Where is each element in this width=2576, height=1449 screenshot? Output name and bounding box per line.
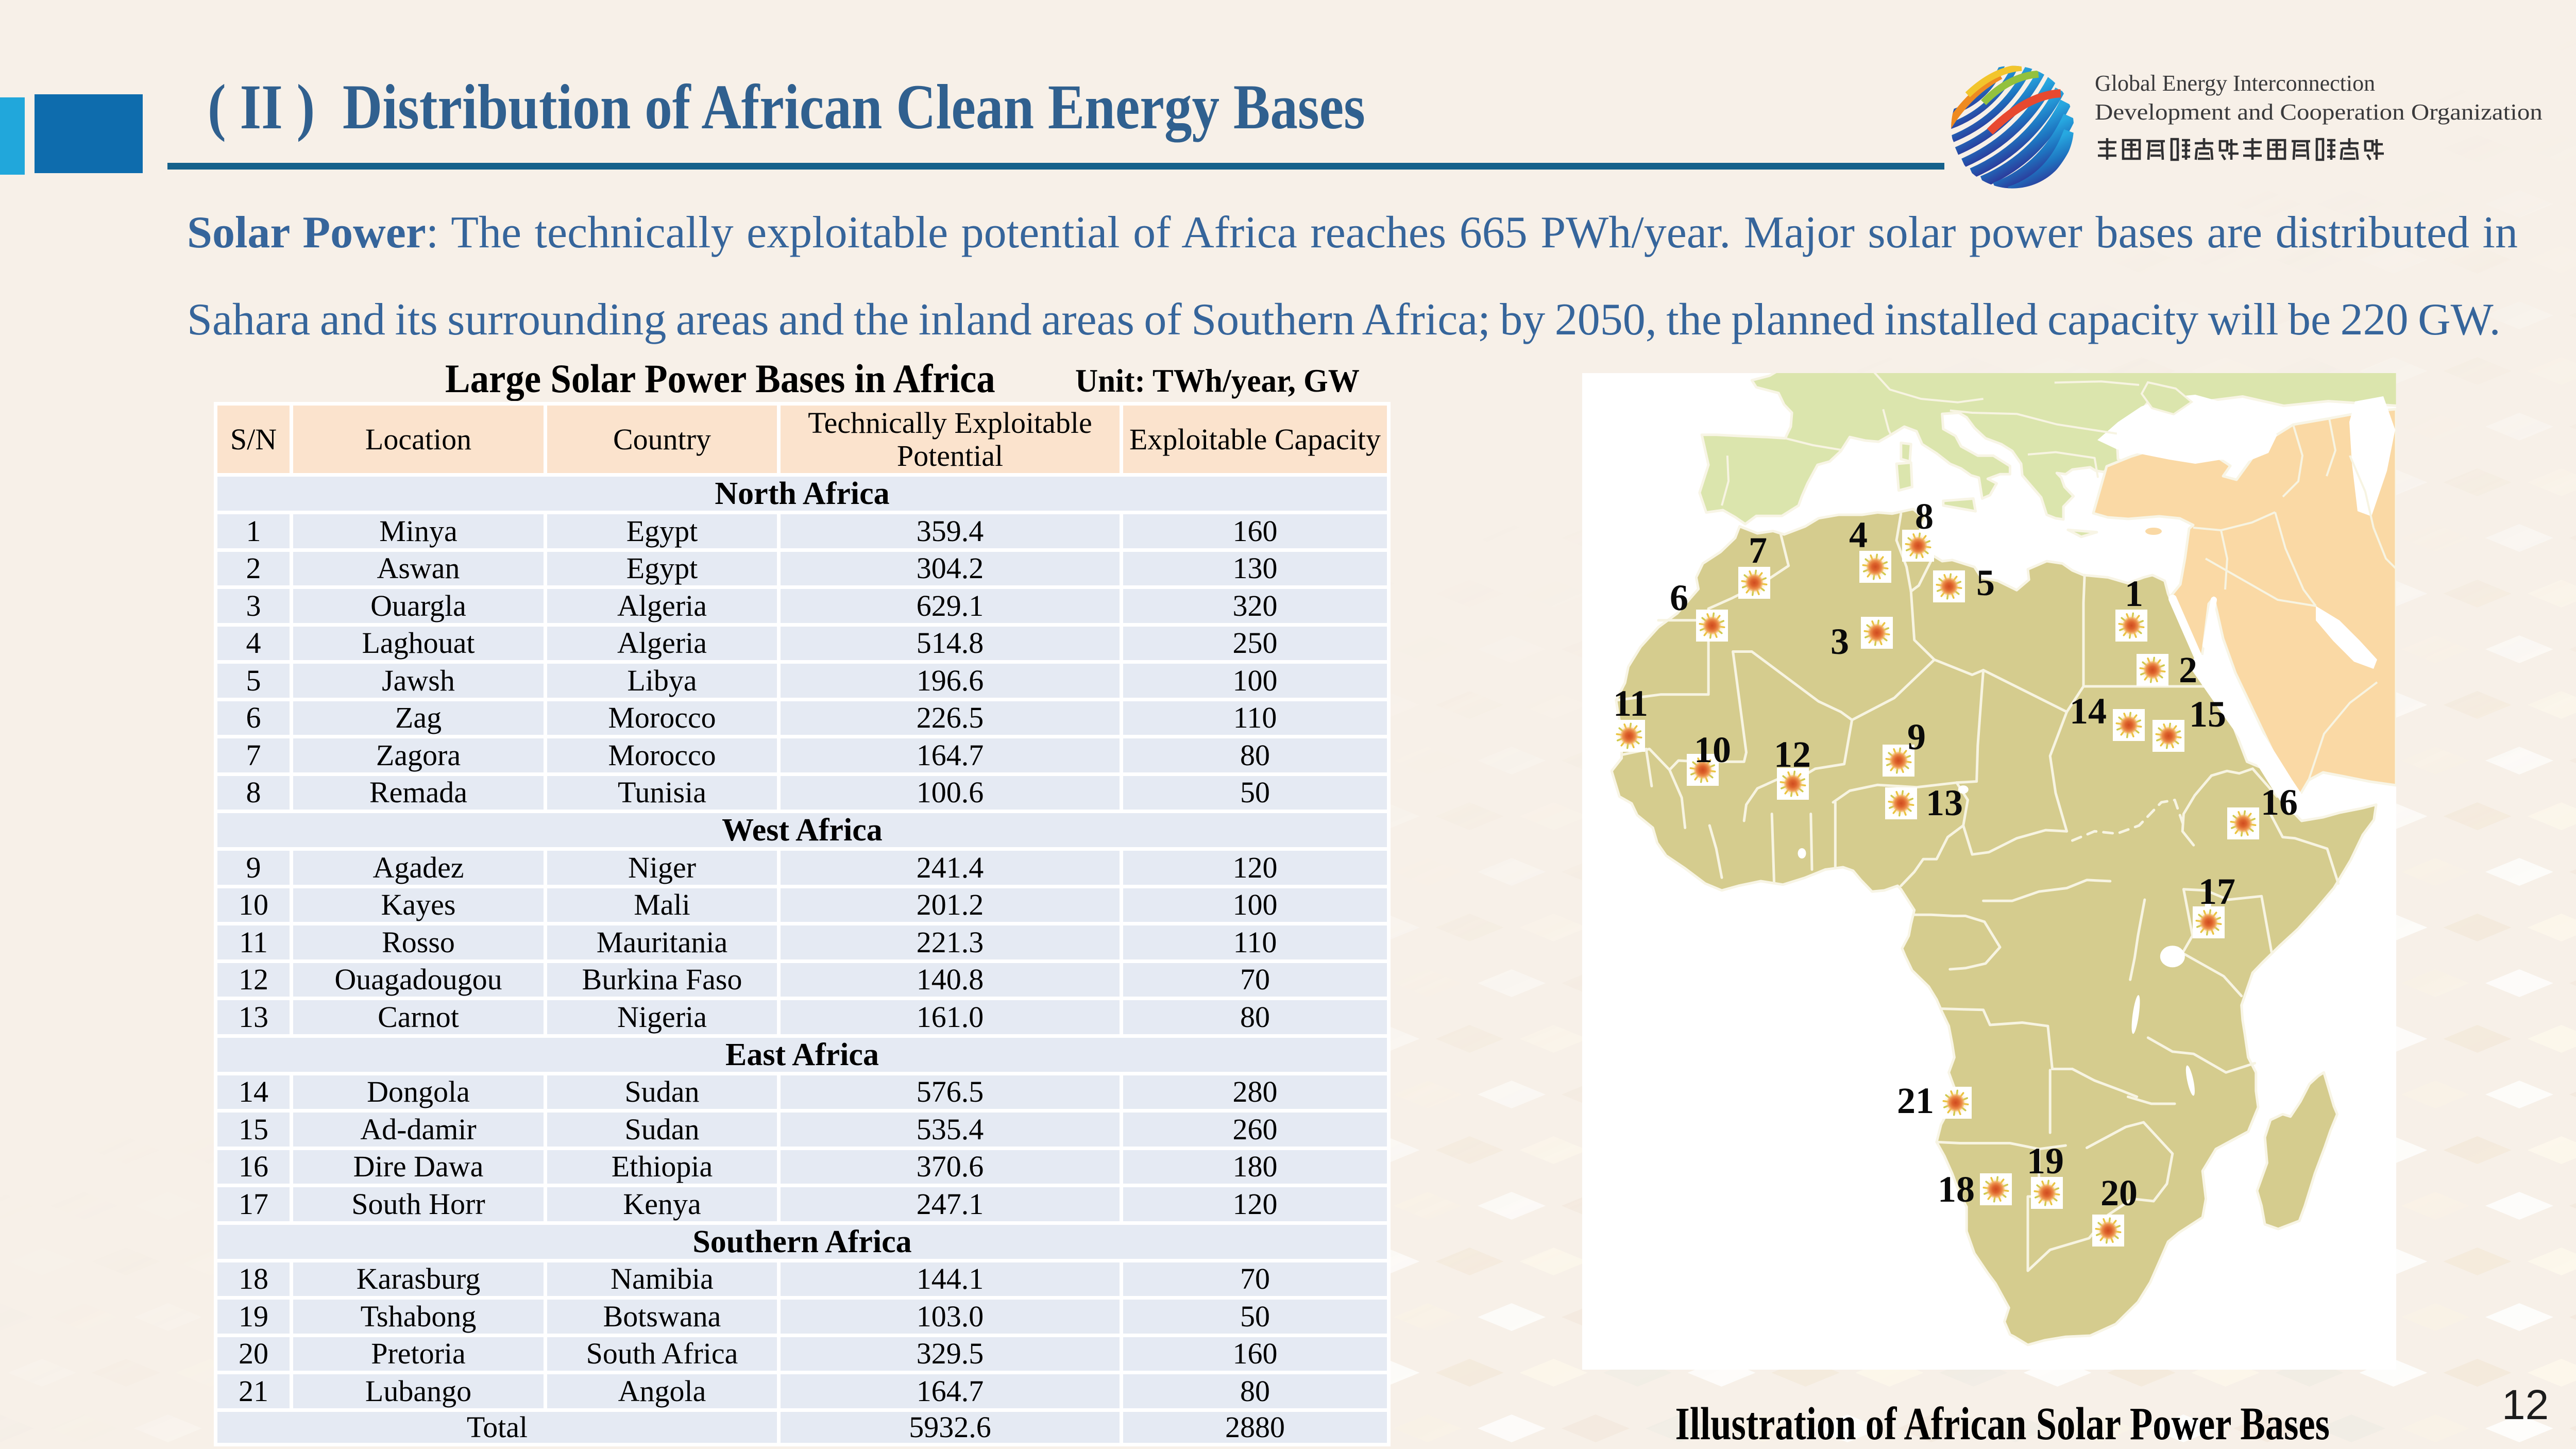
svg-text:1: 1: [2125, 573, 2143, 614]
svg-text:12: 12: [1774, 734, 1811, 775]
svg-text:13: 13: [1926, 782, 1963, 823]
svg-text:20: 20: [2100, 1172, 2138, 1214]
svg-text:6: 6: [1670, 577, 1688, 618]
svg-text:5: 5: [1976, 562, 1995, 603]
svg-text:7: 7: [1749, 530, 1767, 571]
svg-text:16: 16: [2261, 782, 2298, 823]
svg-text:11: 11: [1613, 683, 1648, 724]
svg-text:18: 18: [1938, 1169, 1975, 1210]
svg-text:17: 17: [2198, 871, 2235, 912]
svg-text:4: 4: [1849, 514, 1868, 555]
svg-text:10: 10: [1694, 729, 1731, 770]
svg-text:8: 8: [1915, 496, 1934, 537]
svg-text:2: 2: [2179, 649, 2197, 690]
svg-text:3: 3: [1831, 621, 1849, 662]
svg-text:21: 21: [1897, 1080, 1934, 1121]
svg-text:14: 14: [2070, 690, 2107, 732]
svg-text:9: 9: [1907, 716, 1926, 757]
svg-text:19: 19: [2027, 1140, 2064, 1182]
svg-text:15: 15: [2189, 694, 2226, 735]
